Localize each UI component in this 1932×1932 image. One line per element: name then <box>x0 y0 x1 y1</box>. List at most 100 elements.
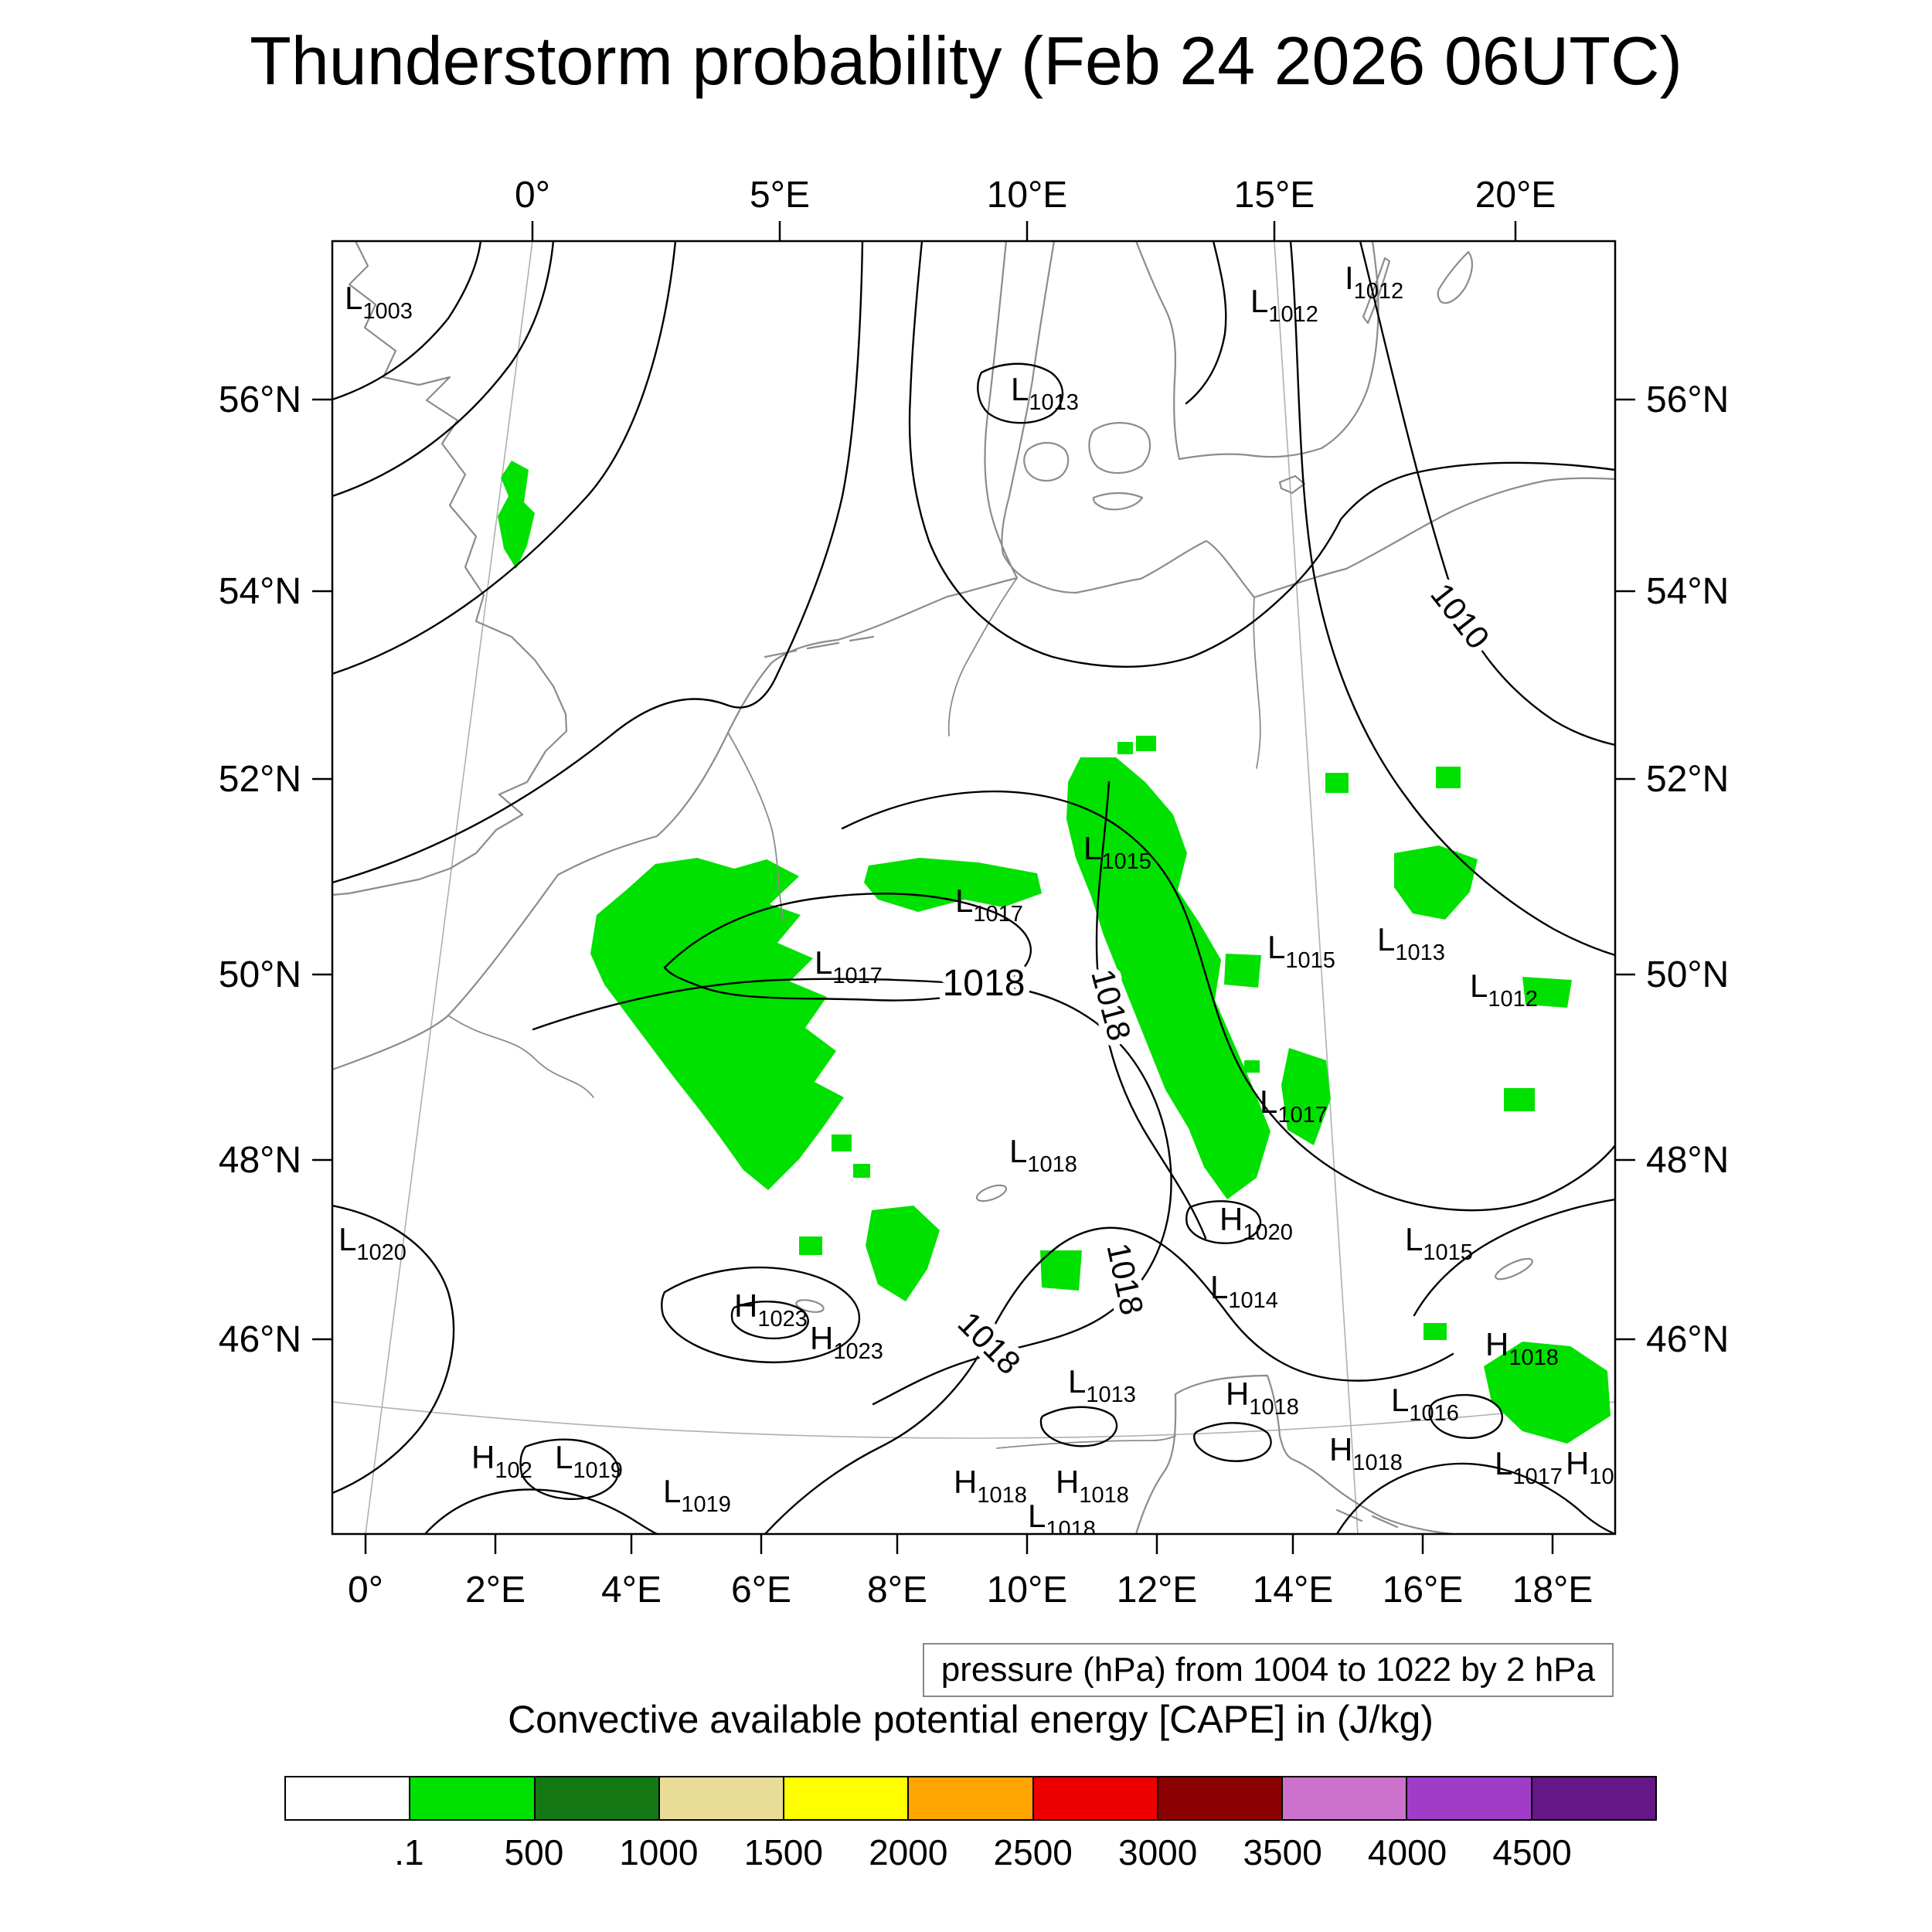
map-frame <box>331 240 1617 1536</box>
colorbar-cell <box>907 1777 1032 1819</box>
meridian-0E <box>365 241 533 1534</box>
pressure-center-label: H1018 <box>1329 1431 1403 1475</box>
colorbar-tick-label: 3000 <box>1118 1832 1198 1872</box>
pressure-center-label: H1018 <box>1226 1376 1299 1420</box>
colorbar-cell <box>1406 1777 1531 1819</box>
axis-label-bottom: 16°E <box>1383 1570 1464 1611</box>
pressure-center-label: L1020 <box>338 1221 406 1265</box>
pressure-center-label: L1012 <box>1250 283 1318 327</box>
isobar-contours-south <box>332 1204 1615 1534</box>
colorbar-tick-label: 2000 <box>869 1832 948 1872</box>
meridian-15E <box>1274 241 1359 1534</box>
pressure-center-label: L1015 <box>1405 1221 1473 1265</box>
pressure-center-label: L1003 <box>345 280 413 324</box>
axis-label-bottom: 6°E <box>731 1570 791 1611</box>
axis-label-left: 52°N <box>219 759 301 800</box>
pressure-center-label: L1016 <box>1391 1382 1459 1426</box>
pressure-center-label: H1018 <box>954 1464 1027 1508</box>
axis-label-top: 10°E <box>987 175 1068 216</box>
colorbar-tick-label: 2500 <box>993 1832 1073 1872</box>
coastlines <box>332 241 1615 1534</box>
axis-label-bottom: 4°E <box>601 1570 662 1611</box>
colorbar-cell <box>658 1777 784 1819</box>
colorbar-cell <box>286 1777 410 1819</box>
pressure-center-label: L1017 <box>1495 1445 1563 1489</box>
colorbar-cell <box>1530 1777 1655 1819</box>
axis-label-left: 48°N <box>219 1140 301 1181</box>
cape-colorbar <box>284 1776 1657 1821</box>
axis-label-right: 48°N <box>1646 1140 1729 1181</box>
pressure-center-label: L1019 <box>663 1473 731 1517</box>
parallel-45N <box>332 1401 1615 1439</box>
pressure-center-label: H1023 <box>810 1320 883 1364</box>
axis-label-left: 54°N <box>219 571 301 612</box>
colorbar-cell <box>1032 1777 1157 1819</box>
pressure-center-label: L1018 <box>1009 1133 1077 1177</box>
isobar-contours-center <box>532 781 1615 1406</box>
axis-label-top: 5°E <box>750 175 810 216</box>
pressure-center-label: L1017 <box>815 944 883 988</box>
pressure-center-label: L1015 <box>1267 929 1335 973</box>
lake-balaton <box>1495 1257 1533 1281</box>
pressure-center-label: L1019 <box>555 1439 623 1483</box>
axis-label-top: 15°E <box>1234 175 1315 216</box>
colorbar-cell <box>783 1777 908 1819</box>
axis-label-bottom: 0° <box>348 1570 383 1611</box>
axis-label-top: 20°E <box>1475 175 1556 216</box>
pressure-center-label: I1012 <box>1345 260 1403 304</box>
axis-label-right: 52°N <box>1646 759 1729 800</box>
lake-geneva <box>795 1299 825 1313</box>
axis-label-right: 56°N <box>1646 379 1729 420</box>
axis-label-right: 50°N <box>1646 954 1729 995</box>
pressure-center-label: L1013 <box>1068 1363 1136 1407</box>
map-axes: 0° 5°E 10°E 15°E 20°E 0° 2°E 4°E 6°E 8°E 10°E 12°E 1… <box>219 175 1730 1611</box>
rivers <box>447 577 1261 1449</box>
pressure-center-label: H1020 <box>1219 1201 1293 1245</box>
axis-label-bottom: 12°E <box>1117 1570 1198 1611</box>
colorbar-tick-label: 4500 <box>1492 1832 1572 1872</box>
pressure-center-label: H102 <box>471 1439 532 1483</box>
isobar-label: 1018 <box>951 1304 1028 1381</box>
axis-label-left: 56°N <box>219 379 301 420</box>
colorbar-tick-label: 1500 <box>743 1832 823 1872</box>
axis-label-bottom: 10°E <box>987 1570 1068 1611</box>
coastline-mainland <box>332 241 1615 1534</box>
page-title: Thunderstorm probability (Feb 24 2026 06… <box>250 22 1682 99</box>
pressure-caption: pressure (hPa) from 1004 to 1022 by 2 hP… <box>922 1643 1614 1697</box>
colorbar-cell <box>1156 1777 1282 1819</box>
pressure-center-label: L1017 <box>1260 1083 1328 1128</box>
pressure-center-label: L1012 <box>1470 968 1538 1012</box>
pressure-center-label: L1014 <box>1210 1269 1278 1313</box>
colorbar-cell <box>533 1777 658 1819</box>
lake-constance <box>975 1184 1008 1202</box>
colorbar-cell <box>1281 1777 1406 1819</box>
graticule <box>332 241 1615 1534</box>
colorbar-cell <box>409 1777 534 1819</box>
isobar-label: 1018 <box>943 963 1026 1004</box>
axis-label-bottom: 2°E <box>465 1570 526 1611</box>
axis-label-right: 54°N <box>1646 571 1729 612</box>
isobars <box>332 241 1615 1534</box>
cape-region <box>498 461 1611 1444</box>
colorbar-tick-labels: .1 500 1000 1500 2000 2500 3000 3500 4000 4500 <box>284 1832 1657 1878</box>
axis-label-bottom: 18°E <box>1512 1570 1594 1611</box>
axis-label-left: 46°N <box>219 1319 301 1360</box>
colorbar-tick-label: 500 <box>504 1832 564 1872</box>
axis-label-bottom: 14°E <box>1253 1570 1334 1611</box>
pressure-center-label: L1013 <box>1377 921 1445 965</box>
isobar-label: 1018 <box>1100 1240 1150 1318</box>
axis-label-bottom: 8°E <box>867 1570 927 1611</box>
colorbar-tick-label: 1000 <box>619 1832 699 1872</box>
colorbar-title: Convective available potential energy [C… <box>508 1698 1434 1741</box>
colorbar-tick-label: .1 <box>394 1832 424 1872</box>
cape-shaded-regions <box>498 461 1611 1444</box>
colorbar-tick-label: 3500 <box>1243 1832 1322 1872</box>
axis-label-left: 50°N <box>219 954 301 995</box>
pressure-center-label: L1013 <box>1011 371 1079 415</box>
pressure-center-label: H1018 <box>1566 1445 1639 1489</box>
colorbar-tick-label: 4000 <box>1367 1832 1447 1872</box>
isobar-label: 1010 <box>1423 577 1497 656</box>
